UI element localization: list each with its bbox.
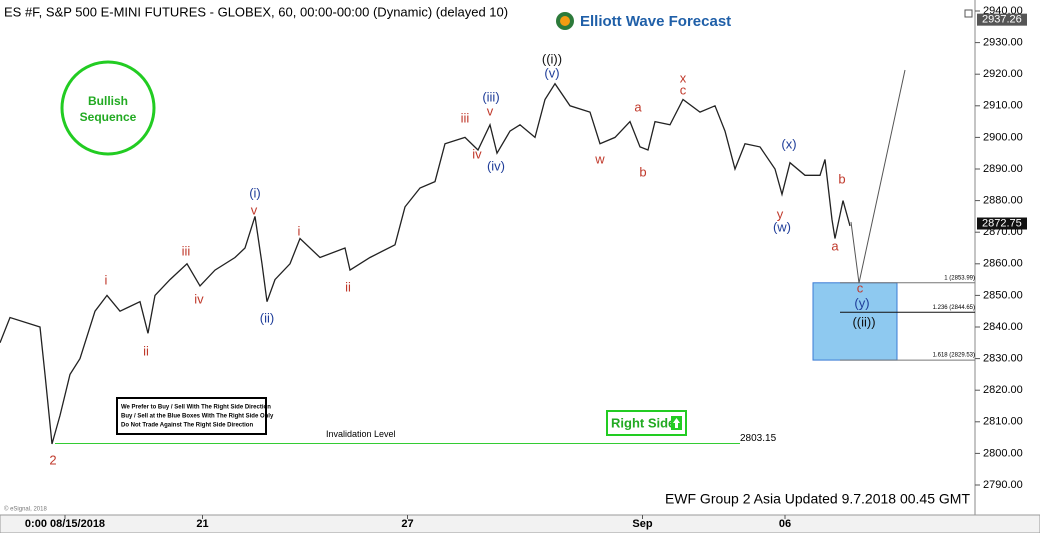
wave-label: b [838, 171, 845, 186]
badge-text: Sequence [80, 110, 137, 124]
y-tick-label: 2820.00 [983, 384, 1023, 396]
copyright: © eSignal, 2018 [4, 506, 47, 513]
y-tick-label: 2800.00 [983, 447, 1023, 459]
y-tick-label: 2790.00 [983, 479, 1023, 491]
notice-text: Buy / Sell at the Blue Boxes With The Ri… [121, 414, 274, 420]
wave-label: i [105, 272, 108, 287]
wave-label: ((ii)) [852, 314, 875, 329]
fib-label: 1.236 (2844.65) [933, 305, 975, 311]
wave-label: (y) [854, 295, 869, 310]
wave-label: w [594, 151, 605, 166]
fib-label: 1.618 (2829.53) [933, 353, 975, 359]
wave-label: v [487, 103, 494, 118]
badge-text: Bullish [88, 94, 128, 108]
wave-label: a [831, 238, 839, 253]
wave-label: ((i)) [542, 51, 562, 66]
fib-label: 1 (2853.99) [944, 275, 975, 281]
price-label: 2872.75 [982, 217, 1022, 229]
y-tick-label: 2930.00 [983, 37, 1023, 49]
wave-label: c [857, 280, 864, 295]
price-label: 2937.26 [982, 14, 1022, 26]
wave-label: (iii) [482, 89, 499, 104]
wave-label: (i) [249, 185, 261, 200]
wave-label: c [680, 82, 687, 97]
wave-label: ii [143, 343, 149, 358]
x-axis-bar [0, 514, 1040, 533]
arrow-icon [673, 418, 680, 428]
y-tick-label: 2810.00 [983, 416, 1023, 428]
wave-label: iii [182, 243, 191, 258]
y-tick-label: 2890.00 [983, 163, 1023, 175]
target-box [812, 282, 898, 361]
y-tick-label: 2830.00 [983, 353, 1023, 365]
x-tick-label: 06 [779, 518, 791, 530]
badge-circle [60, 60, 156, 156]
y-tick-label: 2860.00 [983, 258, 1023, 270]
x-tick-label: 21 [196, 518, 208, 530]
projection-line [850, 69, 906, 284]
invalidation-label: 2803.15 [740, 433, 777, 444]
logo-icon-inner [560, 16, 570, 26]
x-tick-label: Sep [632, 518, 652, 530]
x-tick-label: 0:00 08/15/2018 [25, 518, 105, 530]
wave-label: (x) [781, 136, 796, 151]
wave-label: ii [345, 279, 351, 294]
window-icon [964, 9, 973, 18]
wave-label: b [639, 164, 646, 179]
y-tick-label: 2920.00 [983, 68, 1023, 80]
price-line [0, 82, 851, 445]
footer: EWF Group 2 Asia Updated 9.7.2018 00.45 … [665, 491, 971, 507]
notice-text: We Prefer to Buy / Sell With The Right S… [121, 405, 271, 411]
wave-label: a [634, 99, 642, 114]
wave-label: v [251, 202, 258, 217]
wave-label: iv [194, 291, 204, 306]
wave-label: (v) [544, 65, 559, 80]
x-tick-label: 27 [401, 518, 413, 530]
wave-label: (iv) [487, 158, 505, 173]
price-label-box [977, 217, 1027, 230]
wave-label: iv [472, 146, 482, 161]
y-tick-label: 2910.00 [983, 100, 1023, 112]
invalidation-name: Invalidation Level [326, 429, 396, 439]
right-side-text: Right Side [611, 415, 675, 430]
wave-label: (w) [773, 219, 791, 234]
wave-label: i [298, 223, 301, 238]
wave-label: (ii) [260, 310, 274, 325]
wave-label: 2 [49, 452, 56, 467]
wave-label: y [777, 206, 784, 221]
price-label-box [977, 13, 1027, 26]
notice-box [116, 397, 267, 435]
y-tick-label: 2880.00 [983, 195, 1023, 207]
y-tick-label: 2850.00 [983, 289, 1023, 301]
logo: Elliott Wave Forecast [580, 13, 731, 30]
wave-label: iii [461, 110, 470, 125]
y-tick-label: 2840.00 [983, 321, 1023, 333]
wave-label: x [680, 70, 687, 85]
notice-text: Do Not Trade Against The Right Side Dire… [121, 423, 253, 429]
chart-title: ES #F, S&P 500 E-MINI FUTURES - GLOBEX, … [4, 4, 508, 19]
y-tick-label: 2900.00 [983, 131, 1023, 143]
